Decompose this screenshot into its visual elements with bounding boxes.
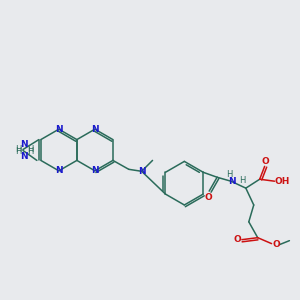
Text: O: O bbox=[262, 157, 269, 166]
Text: O: O bbox=[273, 240, 280, 249]
Text: O: O bbox=[204, 193, 212, 202]
Text: H: H bbox=[15, 147, 21, 156]
Text: N: N bbox=[91, 166, 99, 175]
Text: N: N bbox=[138, 167, 146, 176]
Text: OH: OH bbox=[275, 177, 290, 186]
Text: N: N bbox=[55, 125, 63, 134]
Text: H: H bbox=[27, 145, 33, 154]
Text: H: H bbox=[226, 170, 232, 179]
Text: N: N bbox=[91, 125, 99, 134]
Text: N: N bbox=[55, 166, 63, 175]
Text: N: N bbox=[228, 177, 236, 186]
Text: H: H bbox=[239, 176, 245, 185]
Text: H: H bbox=[27, 147, 33, 156]
Text: N: N bbox=[20, 152, 28, 161]
Text: N: N bbox=[20, 140, 28, 149]
Text: H: H bbox=[15, 145, 21, 154]
Text: O: O bbox=[233, 235, 241, 244]
